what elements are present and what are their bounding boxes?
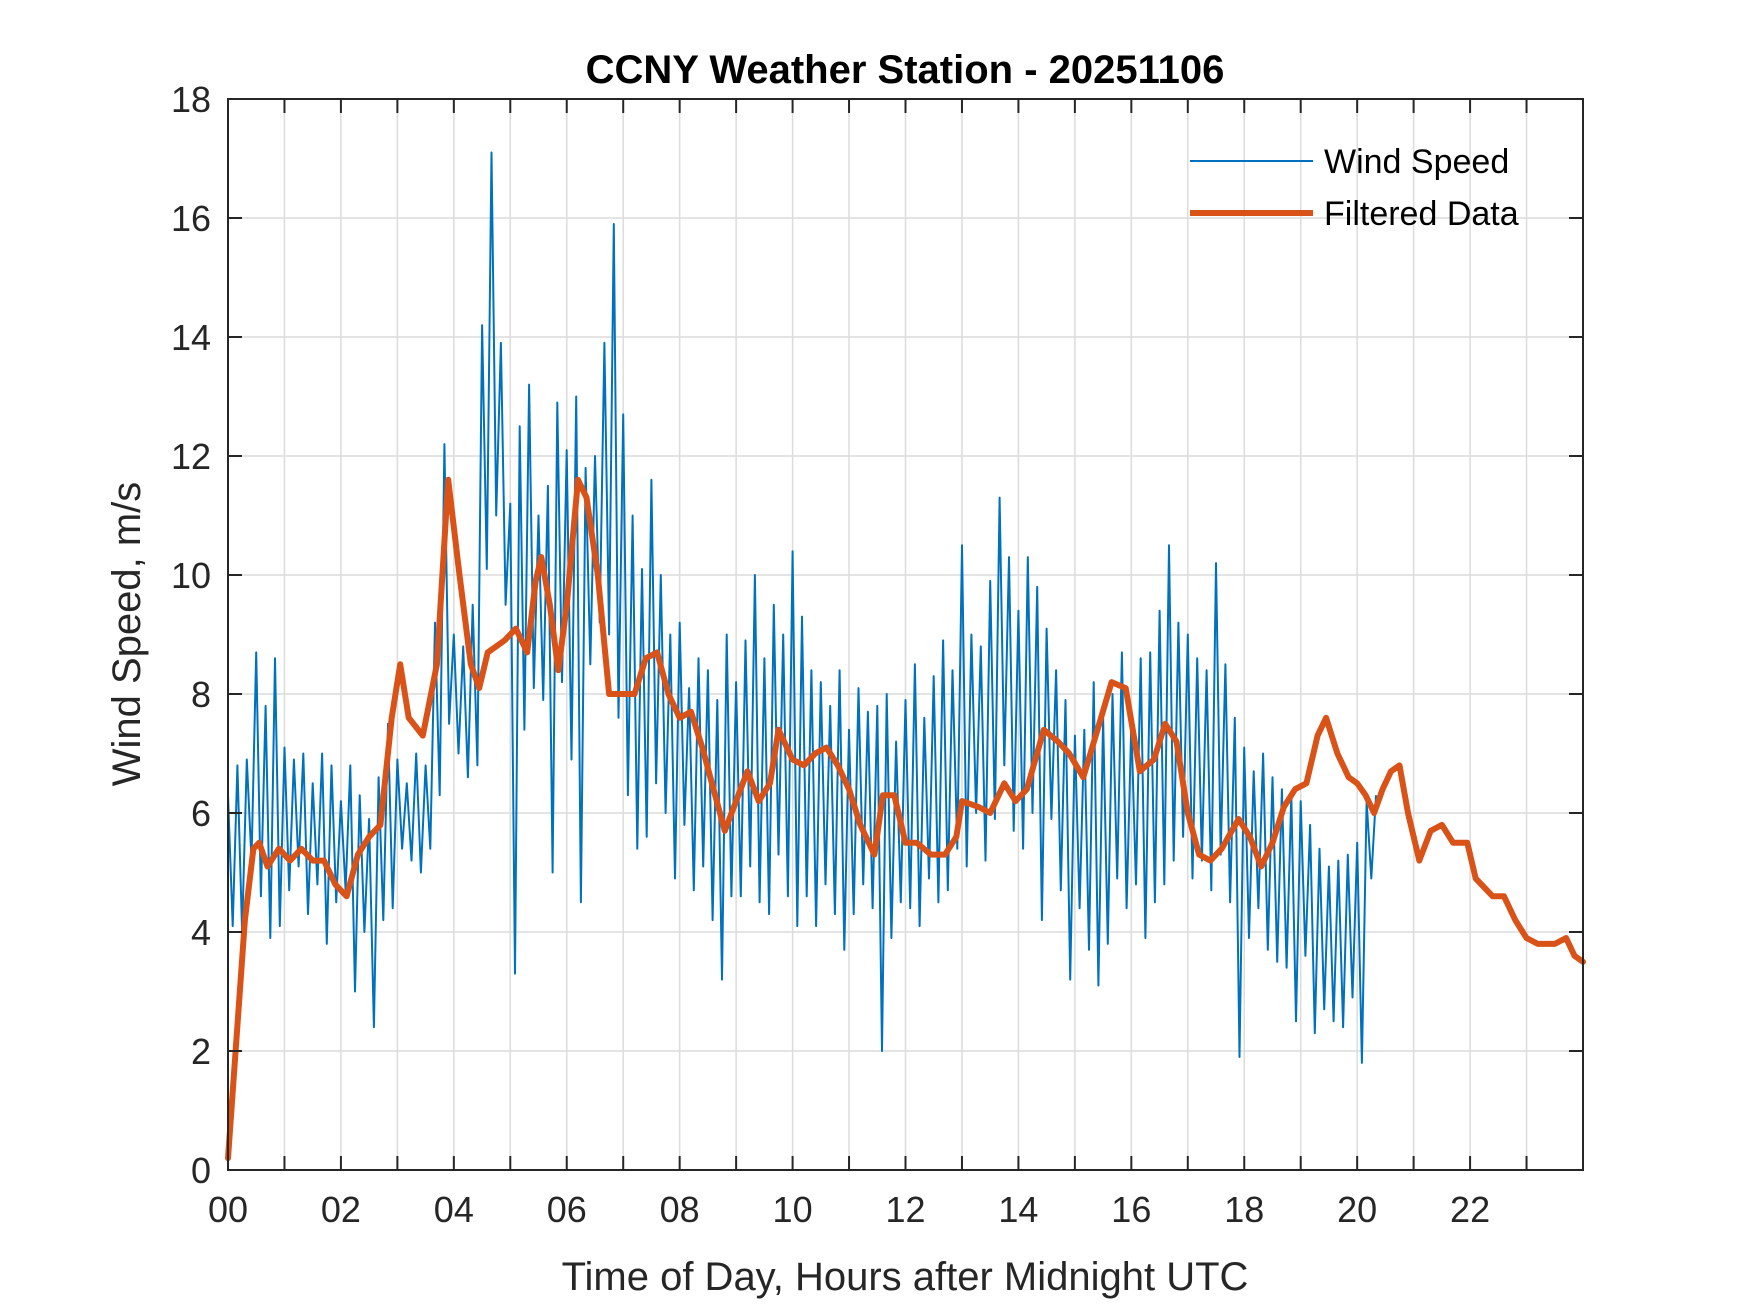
axis-ticks (228, 99, 1583, 1170)
y-tick-label: 6 (191, 793, 211, 834)
x-tick-label: 12 (885, 1189, 925, 1230)
x-tick-label: 08 (660, 1189, 700, 1230)
y-tick-label: 10 (171, 555, 211, 596)
y-tick-label: 18 (171, 79, 211, 120)
x-tick-label: 14 (998, 1189, 1038, 1230)
legend-label-filtered-data: Filtered Data (1324, 195, 1519, 233)
x-tick-label: 16 (1111, 1189, 1151, 1230)
y-tick-label: 0 (191, 1150, 211, 1191)
chart-title: CCNY Weather Station - 20251106 (586, 48, 1225, 92)
y-tick-labels: 0 2 4 6 8 10 12 14 16 18 (171, 79, 211, 1191)
y-tick-label: 4 (191, 912, 211, 953)
x-tick-label: 20 (1337, 1189, 1377, 1230)
series-line-wind-speed (227, 151, 1377, 1064)
x-tick-label: 02 (321, 1189, 361, 1230)
x-tick-label: 10 (773, 1189, 813, 1230)
y-tick-label: 12 (171, 436, 211, 477)
legend-label-wind-speed: Wind Speed (1324, 143, 1509, 181)
x-tick-label: 00 (208, 1189, 248, 1230)
x-tick-label: 18 (1224, 1189, 1264, 1230)
y-axis-label: Wind Speed, m/s (105, 482, 149, 787)
x-tick-labels: 00 02 04 06 08 10 12 14 16 18 20 22 (208, 1189, 1490, 1230)
series-layer (225, 151, 1586, 1162)
x-tick-label: 04 (434, 1189, 474, 1230)
series-line-filtered-data (225, 476, 1586, 1162)
y-tick-label: 8 (191, 674, 211, 715)
x-axis-label: Time of Day, Hours after Midnight UTC (562, 1255, 1249, 1299)
x-tick-label: 22 (1450, 1189, 1490, 1230)
y-tick-label: 2 (191, 1031, 211, 1072)
y-tick-label: 14 (171, 317, 211, 358)
x-tick-label: 06 (547, 1189, 587, 1230)
y-tick-label: 16 (171, 198, 211, 239)
legend: Wind Speed Filtered Data (1190, 143, 1519, 233)
